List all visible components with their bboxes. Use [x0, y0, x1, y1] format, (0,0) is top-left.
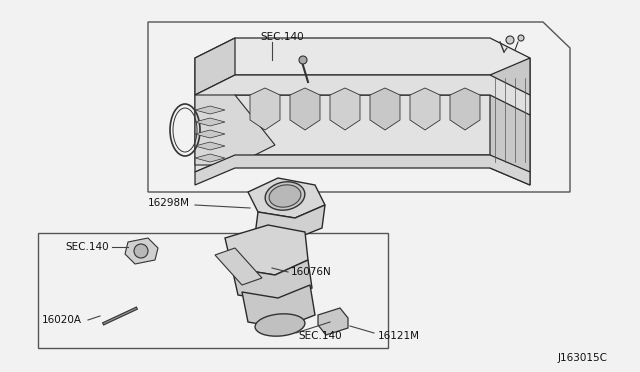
Polygon shape	[195, 142, 225, 150]
Polygon shape	[232, 260, 312, 302]
Ellipse shape	[255, 314, 305, 336]
Text: SEC.140: SEC.140	[260, 32, 303, 42]
Polygon shape	[290, 88, 320, 130]
Text: 16020A: 16020A	[42, 315, 82, 325]
Text: 16121M: 16121M	[378, 331, 420, 341]
Polygon shape	[195, 154, 225, 162]
Circle shape	[518, 35, 524, 41]
Polygon shape	[195, 95, 530, 172]
Polygon shape	[125, 238, 158, 264]
Polygon shape	[215, 248, 262, 285]
Polygon shape	[195, 95, 275, 165]
Polygon shape	[195, 38, 530, 95]
Text: 16298M: 16298M	[148, 198, 190, 208]
Polygon shape	[195, 75, 530, 115]
Polygon shape	[242, 285, 315, 328]
Circle shape	[134, 244, 148, 258]
Polygon shape	[450, 88, 480, 130]
Polygon shape	[225, 225, 308, 275]
Polygon shape	[195, 118, 225, 126]
Text: 16076N: 16076N	[291, 267, 332, 277]
Polygon shape	[195, 38, 235, 95]
Ellipse shape	[265, 182, 305, 210]
Polygon shape	[195, 106, 225, 114]
Polygon shape	[195, 155, 530, 185]
Polygon shape	[255, 205, 325, 240]
Text: SEC.140: SEC.140	[298, 331, 342, 341]
Polygon shape	[370, 88, 400, 130]
Circle shape	[506, 36, 514, 44]
Circle shape	[299, 56, 307, 64]
Polygon shape	[248, 178, 325, 218]
Text: SEC.140: SEC.140	[65, 242, 109, 252]
Polygon shape	[490, 58, 530, 185]
Ellipse shape	[269, 185, 301, 207]
Polygon shape	[195, 130, 225, 138]
Text: J163015C: J163015C	[558, 353, 608, 363]
Polygon shape	[330, 88, 360, 130]
Polygon shape	[410, 88, 440, 130]
Polygon shape	[250, 88, 280, 130]
Polygon shape	[318, 308, 348, 335]
